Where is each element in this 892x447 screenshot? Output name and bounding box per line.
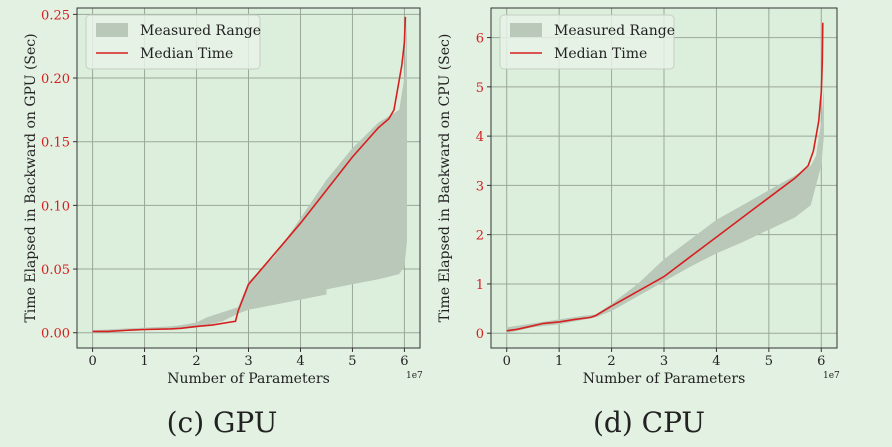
y-tick-label-cpu: 2 xyxy=(476,229,484,244)
x-ticks-cpu: 0 1 2 3 4 5 6 xyxy=(503,348,825,369)
x-tick-label-gpu: 1 xyxy=(140,354,148,369)
marks-gpu xyxy=(92,16,407,333)
y-tick-label-cpu: 0 xyxy=(476,327,484,342)
x-ticks-gpu: 0 1 2 3 4 5 6 xyxy=(88,348,409,369)
legend-gpu: Measured Range Median Time xyxy=(85,14,261,70)
y-tick-label-gpu: 0.20 xyxy=(41,72,70,87)
y-tick-label-gpu: 0.15 xyxy=(41,136,70,151)
y-tick-label-gpu: 0.25 xyxy=(41,8,70,23)
x-tick-label-gpu: 3 xyxy=(244,354,252,369)
panel-cpu: 0 1 2 3 4 5 6 0 1 2 3 4 5 6 1e7 Number of Parameters… xyxy=(437,7,840,439)
y-tick-label-cpu: 6 xyxy=(476,32,484,47)
x-tick-label-gpu: 5 xyxy=(348,354,356,369)
x-axis-title-gpu: Number of Parameters xyxy=(167,371,330,387)
y-tick-label-cpu: 4 xyxy=(476,130,484,145)
y-axis-title-gpu: Time Elapsed in Backward on GPU (Sec) xyxy=(23,33,39,322)
y-tick-label-cpu: 3 xyxy=(476,179,484,194)
x-tick-label-cpu: 0 xyxy=(503,354,511,369)
legend-label-median-gpu: Median Time xyxy=(140,46,233,62)
x-tick-label-cpu: 1 xyxy=(555,354,563,369)
x-multiplier-cpu: 1e7 xyxy=(823,371,840,381)
x-tick-label-cpu: 4 xyxy=(712,354,720,369)
legend-swatch-band-gpu xyxy=(96,23,128,37)
y-tick-label-cpu: 5 xyxy=(476,81,484,96)
median-time-line-gpu xyxy=(92,16,407,333)
legend-swatch-band-cpu xyxy=(510,23,542,37)
y-tick-label-gpu: 0.00 xyxy=(41,327,70,342)
x-tick-label-cpu: 2 xyxy=(607,354,615,369)
x-tick-label-cpu: 3 xyxy=(660,354,668,369)
x-tick-label-gpu: 2 xyxy=(192,354,200,369)
marks-cpu xyxy=(506,22,824,334)
measured-range-band-cpu xyxy=(506,86,824,334)
legend-label-median-cpu: Median Time xyxy=(554,46,647,62)
caption-gpu: (c) GPU xyxy=(167,406,278,439)
y-tick-label-gpu: 0.10 xyxy=(41,199,70,214)
legend-frame-gpu xyxy=(85,14,261,70)
x-multiplier-gpu: 1e7 xyxy=(406,371,423,381)
legend-cpu: Measured Range Median Time xyxy=(499,14,675,70)
x-tick-label-gpu: 0 xyxy=(88,354,96,369)
x-tick-label-cpu: 6 xyxy=(817,354,825,369)
measured-range-band-gpu xyxy=(92,16,407,333)
x-tick-label-gpu: 6 xyxy=(400,354,408,369)
legend-label-range-gpu: Measured Range xyxy=(140,23,261,39)
x-axis-title-cpu: Number of Parameters xyxy=(583,371,746,387)
y-ticks-gpu: 0.00 0.05 0.10 0.15 0.20 0.25 xyxy=(41,8,77,342)
y-ticks-cpu: 0 1 2 3 4 5 6 xyxy=(476,32,491,342)
x-tick-label-gpu: 4 xyxy=(296,354,304,369)
y-tick-label-cpu: 1 xyxy=(476,278,484,293)
legend-label-range-cpu: Measured Range xyxy=(554,23,675,39)
caption-cpu: (d) CPU xyxy=(593,406,705,439)
median-time-line-cpu xyxy=(506,22,824,332)
y-tick-label-gpu: 0.05 xyxy=(41,263,70,278)
legend-frame-cpu xyxy=(499,14,675,70)
x-tick-label-cpu: 5 xyxy=(765,354,773,369)
y-axis-title-cpu: Time Elapsed in Backward on CPU (Sec) xyxy=(437,34,453,323)
panel-gpu: 0 1 2 3 4 5 6 0.00 0.05 0.10 0.15 0.20 0.25 1e7 Num… xyxy=(23,7,423,439)
